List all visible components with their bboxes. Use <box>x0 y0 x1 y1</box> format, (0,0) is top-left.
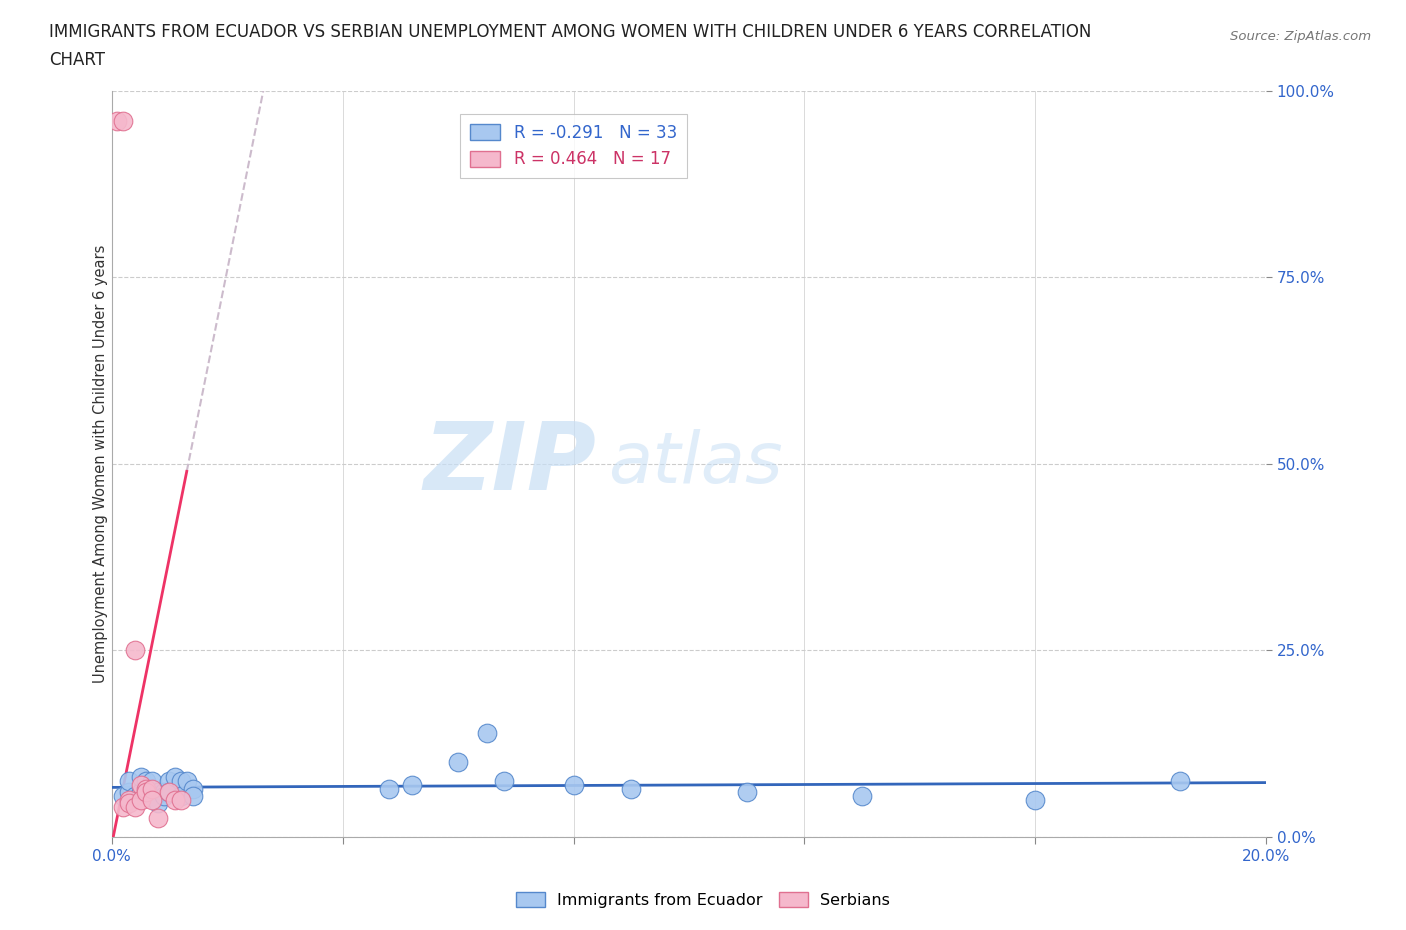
Point <box>170 789 193 804</box>
Point <box>475 725 498 740</box>
Point <box>118 792 141 807</box>
Point <box>141 781 163 796</box>
Text: ZIP: ZIP <box>423 418 596 510</box>
Point <box>135 785 157 800</box>
Point <box>159 785 181 800</box>
Point <box>135 774 157 789</box>
Point <box>112 789 135 804</box>
Text: atlas: atlas <box>609 430 783 498</box>
Point <box>181 789 204 804</box>
Legend: Immigrants from Ecuador, Serbians: Immigrants from Ecuador, Serbians <box>509 885 897 914</box>
Text: Source: ZipAtlas.com: Source: ZipAtlas.com <box>1230 30 1371 43</box>
Point <box>129 785 152 800</box>
Legend: R = -0.291   N = 33, R = 0.464   N = 17: R = -0.291 N = 33, R = 0.464 N = 17 <box>460 114 688 179</box>
Point <box>165 770 187 785</box>
Point <box>146 785 169 800</box>
Point <box>181 781 204 796</box>
Point <box>129 770 152 785</box>
Point <box>118 796 141 811</box>
Point <box>562 777 585 792</box>
Point <box>378 781 401 796</box>
Point <box>176 774 198 789</box>
Point <box>1168 774 1191 789</box>
Point <box>124 800 146 815</box>
Point <box>146 811 169 826</box>
Point <box>152 789 174 804</box>
Point <box>146 796 169 811</box>
Point <box>118 774 141 789</box>
Point <box>124 643 146 658</box>
Point <box>165 792 187 807</box>
Point <box>112 800 135 815</box>
Point <box>107 113 129 128</box>
Point <box>124 789 146 804</box>
Point <box>152 785 174 800</box>
Point <box>735 785 758 800</box>
Point <box>170 792 193 807</box>
Point <box>129 777 152 792</box>
Point <box>851 789 873 804</box>
Point <box>494 774 516 789</box>
Point <box>135 781 157 796</box>
Point <box>129 792 152 807</box>
Point <box>170 774 193 789</box>
Point <box>112 113 135 128</box>
Point <box>401 777 423 792</box>
Text: IMMIGRANTS FROM ECUADOR VS SERBIAN UNEMPLOYMENT AMONG WOMEN WITH CHILDREN UNDER : IMMIGRANTS FROM ECUADOR VS SERBIAN UNEMP… <box>49 23 1091 41</box>
Point <box>620 781 643 796</box>
Point <box>1024 792 1046 807</box>
Point <box>141 792 163 807</box>
Point <box>159 785 181 800</box>
Point <box>141 774 163 789</box>
Text: CHART: CHART <box>49 51 105 69</box>
Point <box>135 785 157 800</box>
Y-axis label: Unemployment Among Women with Children Under 6 years: Unemployment Among Women with Children U… <box>93 245 108 683</box>
Point <box>118 785 141 800</box>
Point <box>141 789 163 804</box>
Point <box>447 755 470 770</box>
Point <box>159 774 181 789</box>
